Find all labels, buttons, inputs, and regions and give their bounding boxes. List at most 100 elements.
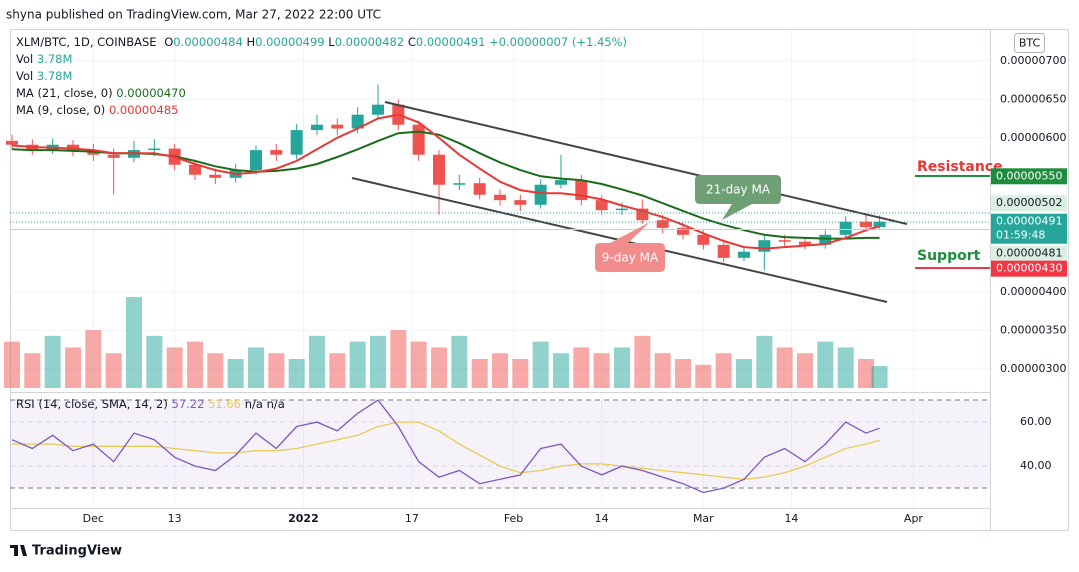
- volume-bar: [715, 353, 732, 388]
- volume-bar: [4, 341, 20, 388]
- price-label-box: [991, 195, 1067, 212]
- rsi-line: [11, 399, 880, 494]
- legend-value: 51.66: [208, 397, 241, 411]
- candle-body: [6, 140, 18, 145]
- candle-body: [656, 220, 669, 228]
- x-tick-label: Feb: [504, 512, 523, 525]
- volume-bar: [431, 347, 447, 388]
- rsi-band: [10, 400, 990, 489]
- candle-body: [148, 148, 161, 151]
- legend-value: 0.00000485: [109, 103, 179, 117]
- candle-body: [270, 150, 283, 155]
- logo-mark: [10, 545, 27, 556]
- price-layer: [6, 84, 886, 271]
- symbol: XLM/BTC, 1D, COINBASE: [16, 35, 157, 49]
- legend-na: n/a: [245, 397, 263, 411]
- volume-bar: [471, 359, 488, 388]
- price-label: 0.00000481: [996, 246, 1062, 259]
- logo-text: TradingView: [32, 544, 122, 559]
- candle-body: [873, 221, 886, 228]
- ma9-label: 9-day MA: [602, 251, 659, 265]
- legend-value: 3.78M: [37, 69, 73, 83]
- ohlc-key: O: [164, 35, 173, 49]
- countdown: 01:59:48: [996, 229, 1045, 242]
- price-label: 0.00000502: [996, 196, 1062, 209]
- volume-bar: [410, 341, 427, 388]
- volume-bar: [614, 347, 630, 388]
- ohlc-legend: XLM/BTC, 1D, COINBASE O0.00000484 H 0.000…: [16, 35, 627, 49]
- legend-name: MA (21, close, 0): [16, 86, 113, 100]
- legend-value: 57.22: [172, 397, 205, 411]
- legend-name: RSI (14, close, SMA, 14, 2): [16, 397, 168, 411]
- ma21-label: 21-day MA: [706, 183, 771, 197]
- candle-body: [250, 150, 262, 171]
- resistance-label: Resistance: [917, 159, 1003, 175]
- volume-bar: [85, 330, 102, 388]
- channel-upper: [384, 101, 908, 225]
- ohlc-value: 0.00000482: [335, 35, 405, 49]
- candle-body: [758, 240, 771, 252]
- volume-bar: [675, 359, 691, 388]
- volume-bar: [126, 297, 142, 388]
- currency-button-label[interactable]: BTC: [1019, 37, 1041, 50]
- x-tick-label: 13: [168, 512, 182, 525]
- x-tick-label: 14: [784, 512, 798, 525]
- y-tick-label: 0.00000600: [1000, 131, 1066, 144]
- frame: [10, 29, 1069, 531]
- y-tick-label: 60.00: [1020, 415, 1052, 428]
- price-label: 0.00000491: [996, 215, 1062, 228]
- volume-bar: [187, 341, 203, 388]
- price-label-box: [991, 168, 1067, 185]
- volume-legend: Vol 3.78M: [16, 69, 72, 83]
- support-label: Support: [917, 248, 981, 264]
- ohlc-key: H: [246, 35, 255, 49]
- y-tick-label: 0.00000650: [1000, 92, 1066, 105]
- volume-bar: [451, 335, 468, 388]
- candle-body: [778, 240, 791, 242]
- publisher: shyna published on TradingView.com, Mar …: [6, 8, 381, 22]
- volume-bar: [248, 347, 264, 388]
- volume-bar: [695, 364, 712, 388]
- candle-body: [839, 221, 852, 235]
- ohlc-key: L: [328, 35, 335, 49]
- candle-body: [819, 234, 832, 245]
- candle-body: [331, 124, 344, 129]
- candle-body: [372, 104, 384, 115]
- volume-bar: [370, 335, 386, 388]
- price-label: 0.00000430: [996, 262, 1062, 275]
- x-tick-label: 2022: [288, 512, 319, 525]
- ohlc-value: 0.00000484: [173, 35, 243, 49]
- volume-bar: [756, 335, 773, 388]
- volume-bar: [146, 335, 163, 388]
- volume-bar: [24, 353, 41, 388]
- x-tick-label: Mar: [693, 512, 714, 525]
- rsi-line: [12, 421, 880, 480]
- ohlc-key: C: [408, 35, 416, 49]
- candle-body: [412, 124, 425, 155]
- axes-layer: Dec 13 2022 17 Feb 14 Mar 14 Apr 0.00000300 0.0000…: [83, 54, 1067, 525]
- candle-body: [799, 241, 811, 245]
- y-tick-label: 0.00000400: [1000, 285, 1066, 298]
- volume-bar: [512, 359, 529, 388]
- candle-body: [616, 208, 628, 211]
- price-label: 0.00000550: [996, 169, 1062, 182]
- ohlc-value: 0.00000491: [416, 35, 486, 49]
- volume-bar: [858, 359, 874, 388]
- legend-name: MA (9, close, 0): [16, 103, 105, 117]
- volume-bar: [65, 347, 81, 388]
- candle-body: [189, 164, 201, 175]
- volume-bar: [776, 347, 793, 388]
- y-tick-label: 0.00000300: [1000, 362, 1066, 375]
- volume-legend: Vol 3.78M: [16, 52, 72, 66]
- legend-value: 3.78M: [37, 52, 73, 66]
- candle-body: [453, 183, 466, 185]
- volume-bar: [309, 335, 325, 388]
- volume-bar: [349, 341, 366, 388]
- candle-body: [738, 251, 750, 258]
- y-tick-label: 40.00: [1020, 459, 1052, 472]
- volume-bar: [44, 335, 61, 388]
- legend-value: 0.00000470: [116, 86, 186, 100]
- candle-body: [636, 208, 649, 221]
- currency-button[interactable]: [1014, 33, 1045, 53]
- ma-legend: MA (21, close, 0) 0.00000470: [16, 86, 186, 100]
